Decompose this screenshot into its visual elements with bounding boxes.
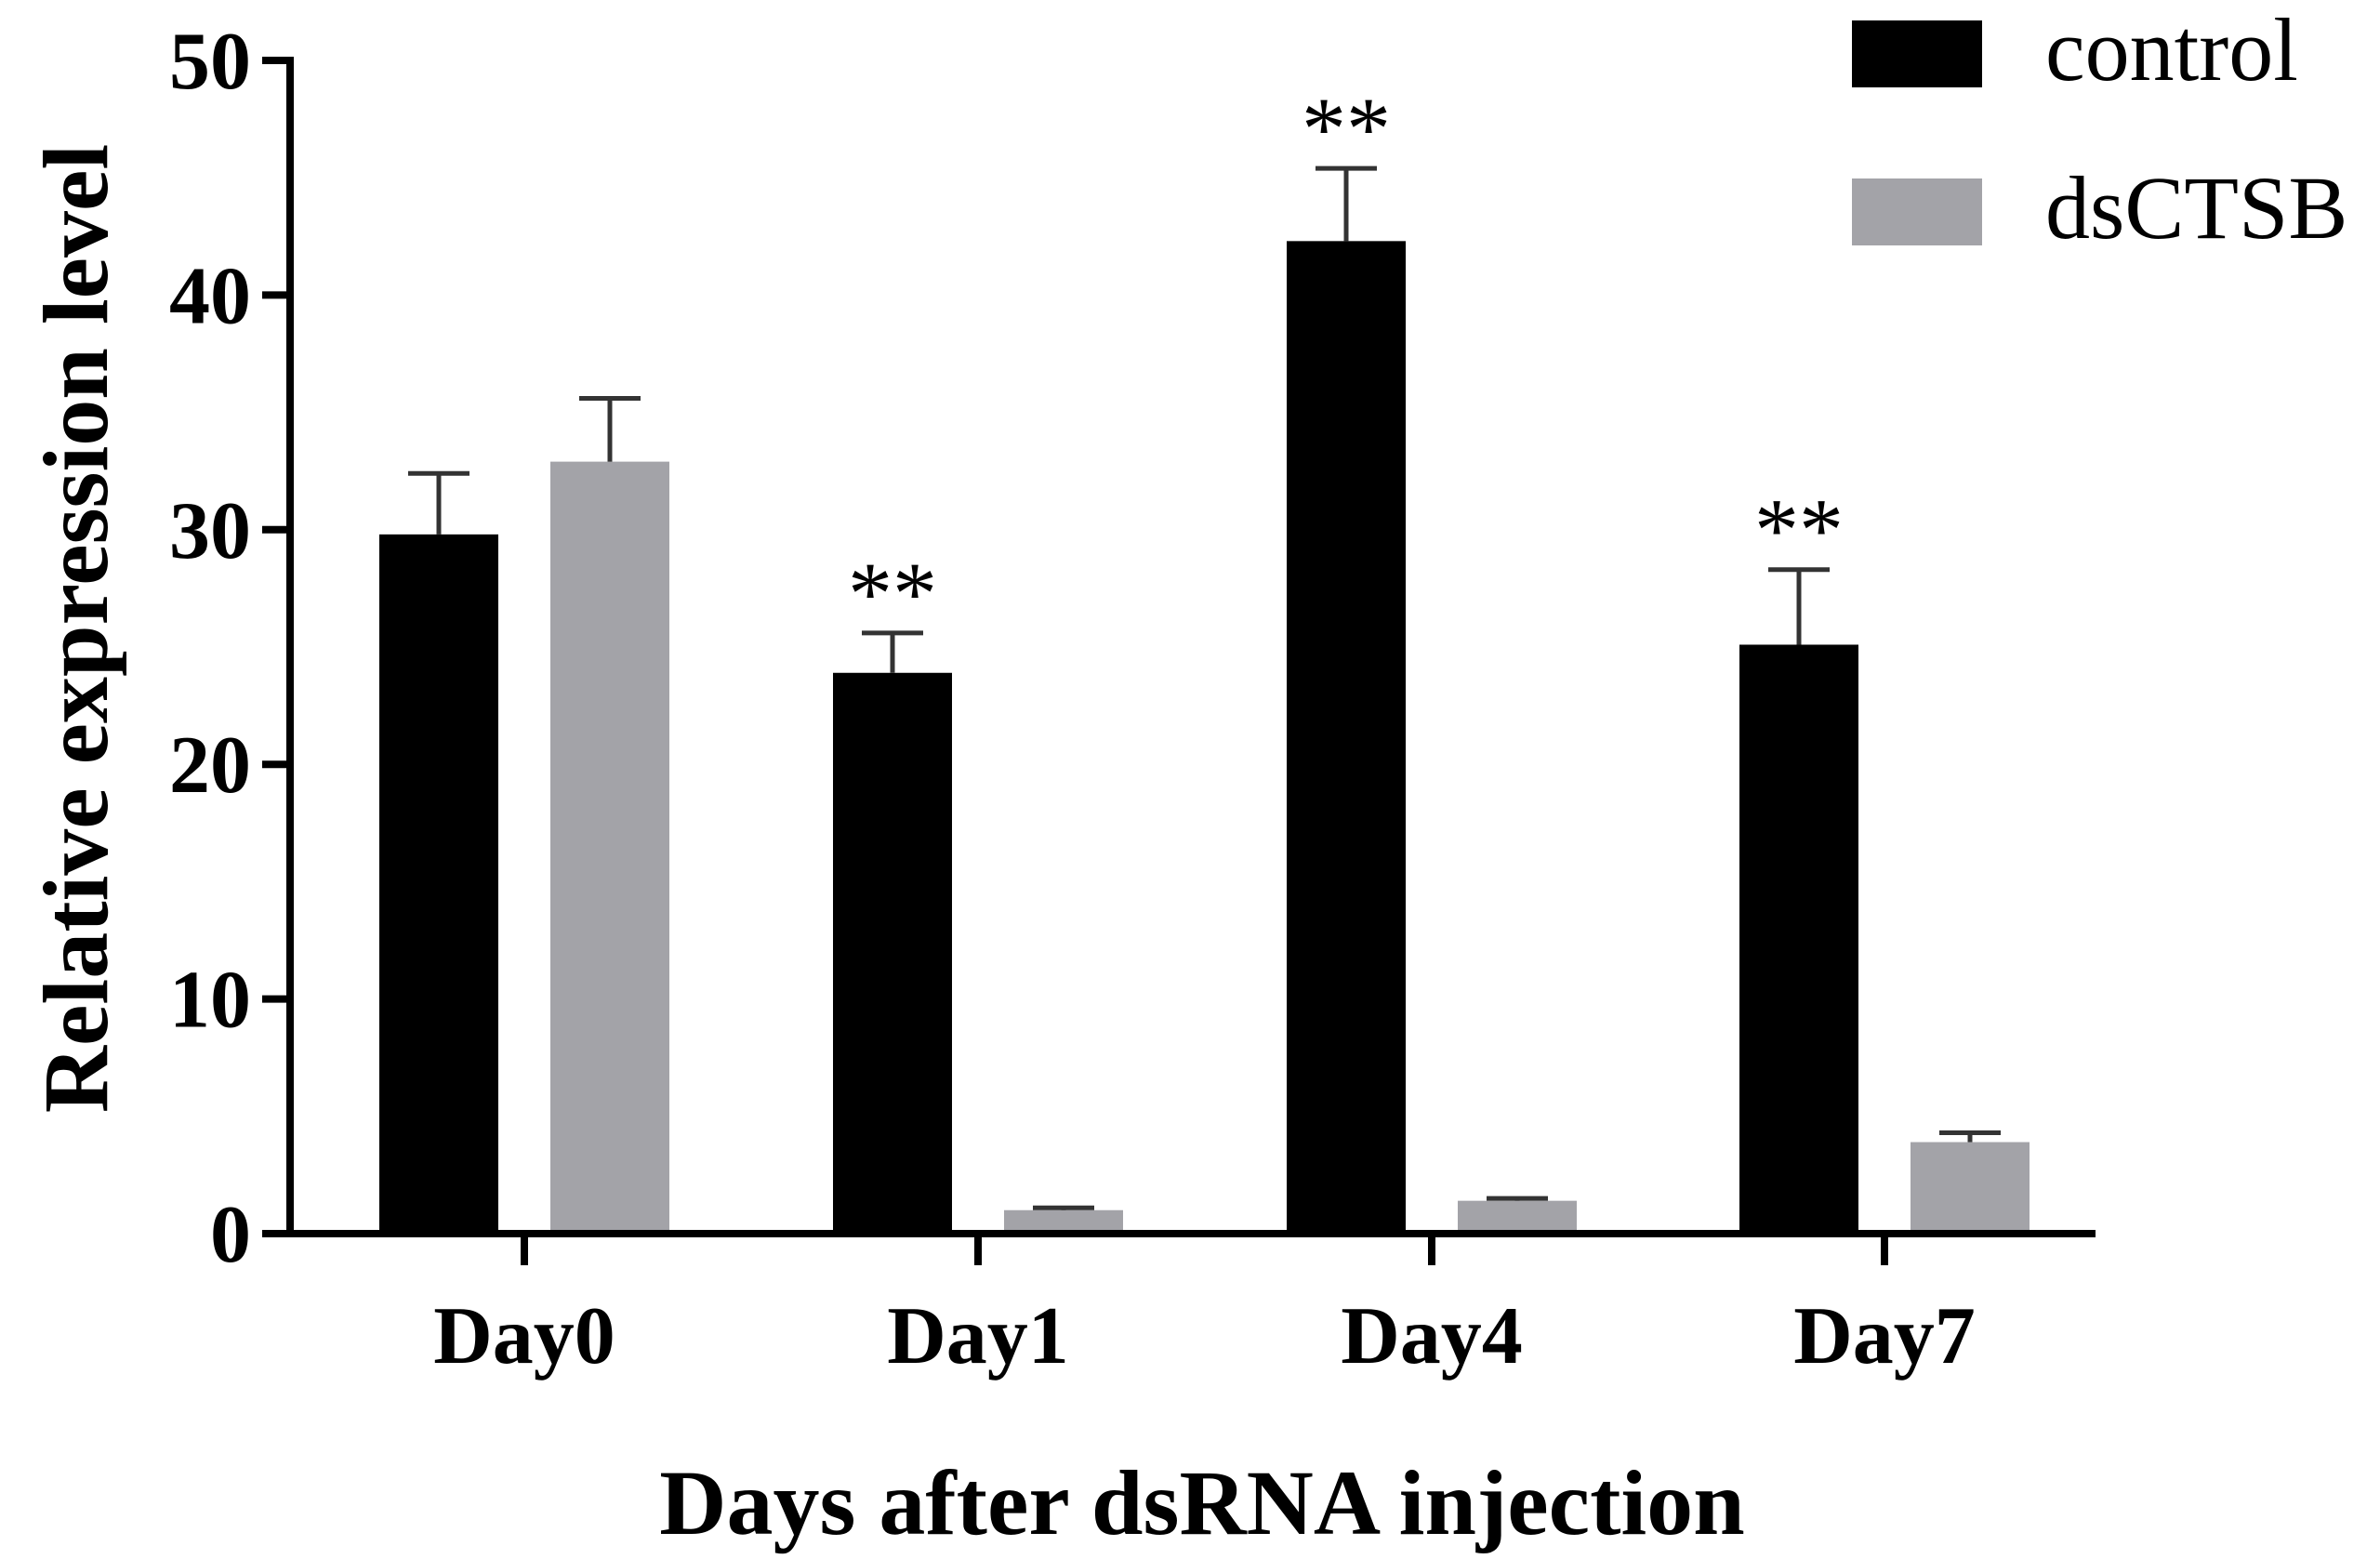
y-tick-label-40: 40 (169, 251, 251, 341)
y-tick-label-50: 50 (169, 17, 251, 107)
axes-layer (262, 57, 2096, 1265)
error-bars-layer (408, 165, 2001, 1210)
legend: control dsCTSB (1852, 0, 2347, 258)
error-bar-control-Day4 (1316, 165, 1377, 242)
x-tick-label-Day0: Day0 (433, 1291, 615, 1381)
error-bar-dsCTSB-Day0 (579, 395, 641, 462)
error-bar-control-Day7 (1768, 567, 1830, 645)
significance-label-Day7: ** (1754, 481, 1844, 580)
y-tick-label-0: 0 (210, 1190, 251, 1280)
y-tick-label-30: 30 (169, 486, 251, 576)
bar-dsCTSB-Day0 (550, 461, 669, 1234)
x-axis-title: Days after dsRNA injection (659, 1451, 1745, 1554)
legend-swatch-dsCTSB (1852, 178, 1982, 245)
bar-dsCTSB-Day1 (1004, 1209, 1123, 1234)
labels-layer: 0 10 20 30 40 50 Day0 Day1 Day4 Day7 ** ** ** (169, 17, 1976, 1381)
error-bar-dsCTSB-Day7 (1939, 1130, 2001, 1143)
x-tick-label-Day7: Day7 (1793, 1291, 1976, 1381)
y-tick-label-10: 10 (169, 956, 251, 1046)
significance-label-Day1: ** (848, 544, 937, 643)
error-bar-control-Day0 (408, 470, 469, 535)
x-tick-label-Day1: Day1 (887, 1291, 1069, 1381)
error-bar-control-Day1 (862, 630, 923, 673)
y-tick-label-20: 20 (169, 720, 251, 811)
bar-dsCTSB-Day7 (1911, 1142, 2030, 1234)
error-bar-dsCTSB-Day4 (1487, 1196, 1548, 1201)
bar-control-Day0 (379, 534, 498, 1234)
x-tick-label-Day4: Day4 (1341, 1291, 1523, 1381)
bar-control-Day4 (1287, 241, 1406, 1234)
bar-control-Day1 (833, 672, 952, 1234)
bars-layer (379, 241, 2030, 1234)
error-bar-dsCTSB-Day1 (1033, 1205, 1094, 1210)
legend-label-control: control (2045, 0, 2298, 99)
legend-label-dsCTSB: dsCTSB (2045, 158, 2347, 258)
bar-control-Day7 (1739, 644, 1858, 1234)
y-axis-title: Relative expression level (24, 144, 127, 1113)
legend-swatch-control (1852, 20, 1982, 87)
significance-label-Day4: ** (1302, 79, 1391, 178)
bar-dsCTSB-Day4 (1458, 1200, 1577, 1234)
